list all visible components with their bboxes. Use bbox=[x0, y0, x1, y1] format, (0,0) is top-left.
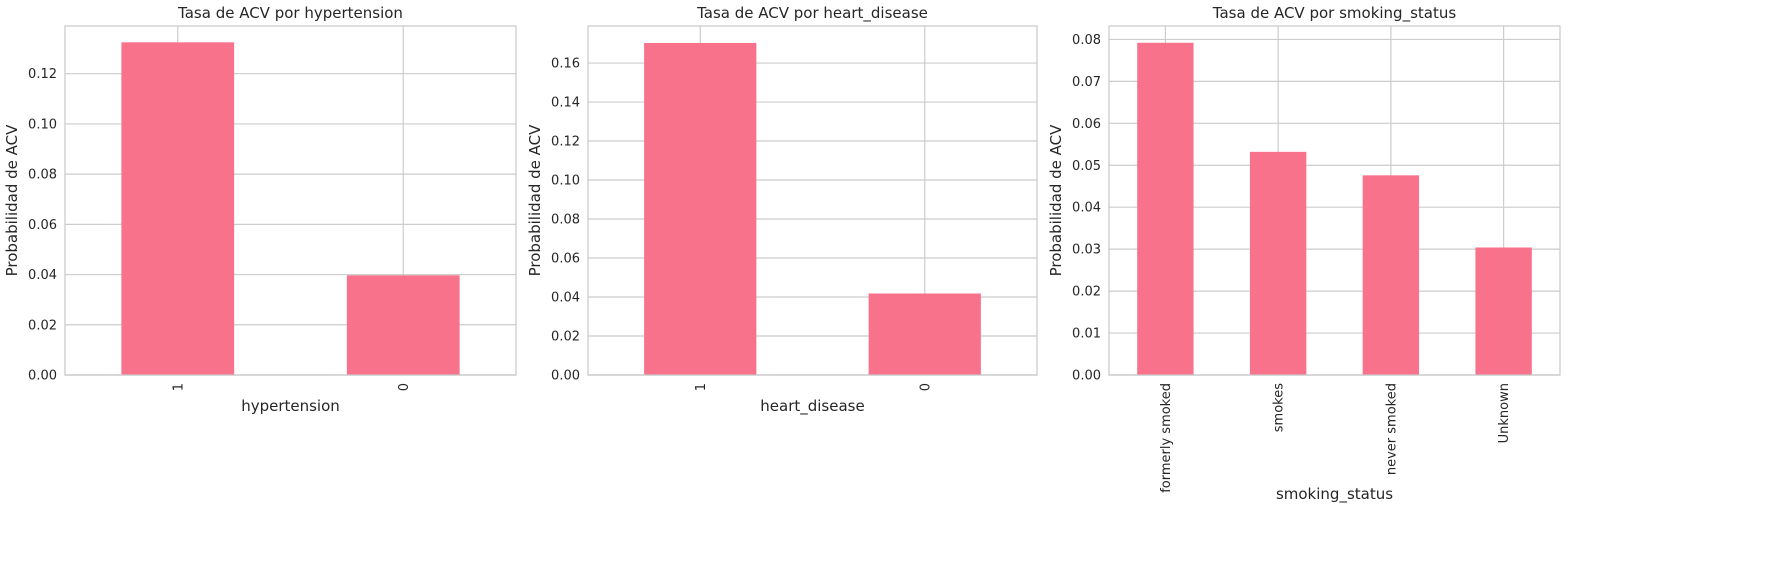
y-tick-label: 0.06 bbox=[28, 218, 57, 233]
y-axis-label: Probabilidad de ACV bbox=[3, 124, 21, 277]
y-tick-label: 0.12 bbox=[28, 67, 57, 82]
chart-title: Tasa de ACV por heart_disease bbox=[696, 4, 928, 23]
y-tick-label: 0.06 bbox=[1072, 117, 1101, 132]
y-tick-label: 0.00 bbox=[551, 369, 580, 384]
y-tick-label: 0.00 bbox=[28, 369, 57, 384]
bar-0 bbox=[868, 293, 981, 375]
y-tick-label: 0.04 bbox=[28, 268, 57, 283]
y-tick-label: 0.02 bbox=[1072, 285, 1101, 300]
y-tick-label: 0.07 bbox=[1072, 75, 1101, 90]
x-axis-label: hypertension bbox=[241, 397, 340, 415]
plot-frame bbox=[587, 25, 1038, 376]
x-tick-label: 0 bbox=[918, 383, 933, 391]
x-tick-label: smokes bbox=[1272, 383, 1287, 432]
plot-frame bbox=[64, 25, 517, 376]
y-tick-label: 0.08 bbox=[551, 213, 580, 228]
bar-1 bbox=[121, 42, 235, 376]
y-tick-label: 0.01 bbox=[1072, 327, 1101, 342]
x-tick-label: never smoked bbox=[1384, 383, 1399, 475]
x-tick-label: formerly smoked bbox=[1159, 383, 1174, 493]
y-tick-label: 0.12 bbox=[551, 135, 580, 150]
y-tick-label: 0.08 bbox=[28, 168, 57, 183]
x-tick-label: 1 bbox=[694, 383, 709, 391]
y-tick-label: 0.00 bbox=[1072, 369, 1101, 384]
bar-0 bbox=[346, 275, 460, 375]
bar-1 bbox=[644, 42, 757, 375]
y-tick-label: 0.05 bbox=[1072, 159, 1101, 174]
y-tick-label: 0.10 bbox=[551, 174, 580, 189]
bar-never-smoked bbox=[1362, 175, 1420, 375]
x-tick-label: Unknown bbox=[1497, 383, 1512, 443]
x-tick-label: 0 bbox=[397, 383, 412, 391]
y-tick-label: 0.02 bbox=[551, 330, 580, 345]
y-tick-label: 0.10 bbox=[28, 117, 57, 132]
subplot-2: 0.00 0.02 0.04 0.06 0.08 0.10 0.12 0.14 0.16 1 0 Ta… bbox=[526, 4, 1038, 416]
subplot-3: 0.00 0.01 0.02 0.03 0.04 0.05 0.06 0.07 0.08 form… bbox=[1047, 4, 1561, 504]
x-tick-label: 1 bbox=[171, 383, 186, 391]
y-tick-label: 0.04 bbox=[551, 291, 580, 306]
y-axis-label: Probabilidad de ACV bbox=[1047, 124, 1065, 277]
chart-title: Tasa de ACV por hypertension bbox=[177, 4, 403, 22]
y-tick-label: 0.08 bbox=[1072, 33, 1101, 48]
y-tick-label: 0.03 bbox=[1072, 243, 1101, 258]
x-axis-label: smoking_status bbox=[1276, 485, 1393, 504]
y-tick-label: 0.14 bbox=[551, 96, 580, 111]
bar-formerly-smoked bbox=[1137, 42, 1194, 376]
y-tick-label: 0.02 bbox=[28, 318, 57, 333]
y-tick-label: 0.06 bbox=[551, 252, 580, 267]
subplot-1: 0.00 0.02 0.04 0.06 0.08 0.10 0.12 1 0 Tasa de AC… bbox=[3, 4, 517, 415]
x-axis-label: heart_disease bbox=[760, 397, 864, 416]
bar-unknown bbox=[1475, 247, 1532, 375]
y-axis-label: Probabilidad de ACV bbox=[526, 124, 544, 277]
y-tick-label: 0.04 bbox=[1072, 201, 1101, 216]
bar-smokes bbox=[1249, 151, 1307, 375]
plot-frame bbox=[1108, 25, 1561, 376]
y-tick-label: 0.16 bbox=[551, 57, 580, 72]
chart-title: Tasa de ACV por smoking_status bbox=[1212, 4, 1457, 23]
